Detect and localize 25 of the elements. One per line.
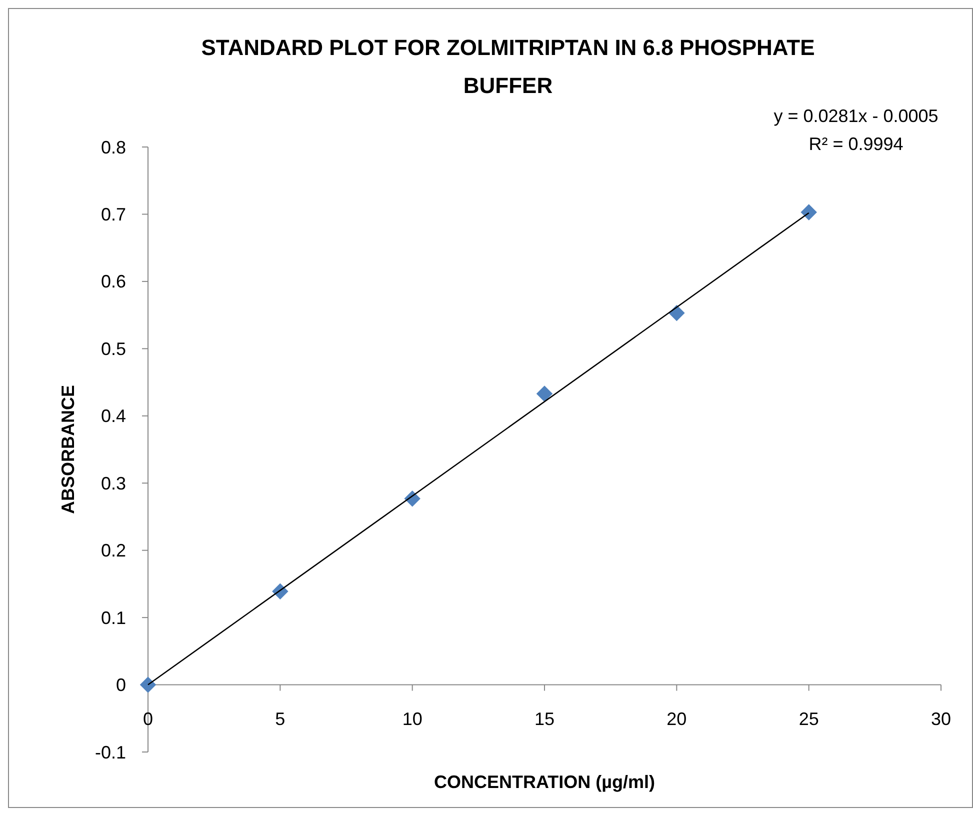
x-tick-label: 30 — [930, 708, 952, 729]
annotation: R² = 0.9994 — [808, 134, 904, 154]
x-tick-label: 20 — [666, 708, 687, 729]
point — [536, 386, 552, 402]
y-tick-label: 0 — [116, 675, 126, 696]
y-tick-label: 0.7 — [100, 204, 126, 225]
y-tick-label: -0.1 — [94, 742, 126, 762]
point — [800, 204, 817, 220]
y-tick-label: 0.3 — [100, 473, 126, 494]
y-tick-label: 0.6 — [100, 272, 126, 292]
x-axis-title: CONCENTRATION (µg/ml) — [434, 772, 656, 792]
point — [140, 676, 156, 693]
x-tick-label: 15 — [534, 708, 555, 729]
y-tick-label: 0.1 — [100, 608, 126, 628]
x-tick-label: 25 — [798, 708, 819, 729]
text: y = 0.0281x - 0.0005 — [774, 106, 938, 126]
x-tick-label: 0 — [142, 708, 154, 729]
y-tick-label: 0.8 — [100, 137, 126, 158]
x-tick-label: 10 — [402, 708, 422, 729]
y-tick-label: 0.4 — [100, 406, 126, 426]
chart-title: STANDARD PLOT FOR ZOLMITRIPTAN IN 6.8 PHOSPHATE BUFFER — [201, 35, 815, 98]
x-tick-label: 5 — [275, 708, 286, 729]
y-tick-label: 0.5 — [100, 338, 126, 359]
y-axis-title: ABSORBANCE — [58, 384, 78, 514]
y-tick-label: 0.2 — [100, 540, 126, 561]
